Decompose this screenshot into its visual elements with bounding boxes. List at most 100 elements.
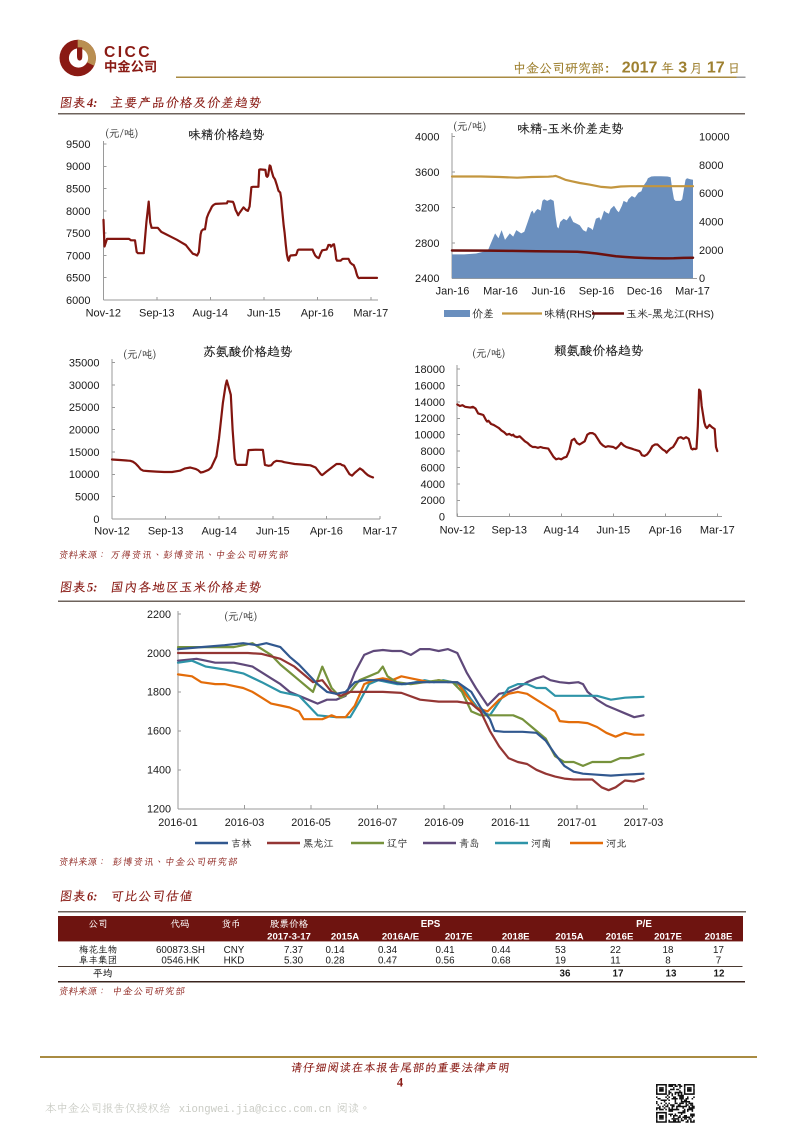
svg-text:25000: 25000 [69, 402, 100, 414]
svg-text:7: 7 [716, 955, 721, 966]
svg-text:18000: 18000 [414, 364, 445, 376]
svg-text:2400: 2400 [415, 273, 439, 285]
svg-text:13: 13 [666, 969, 677, 980]
svg-text:6500: 6500 [66, 273, 90, 285]
svg-text:Aug-14: Aug-14 [201, 526, 236, 538]
svg-text:0.68: 0.68 [491, 955, 511, 966]
svg-text:2018E: 2018E [705, 931, 733, 942]
svg-text:20000: 20000 [69, 424, 100, 436]
svg-text:Jun-15: Jun-15 [596, 525, 630, 537]
svg-text:4000: 4000 [421, 479, 445, 491]
svg-text:8000: 8000 [66, 206, 90, 218]
svg-text:2016-01: 2016-01 [158, 817, 198, 829]
svg-text:0.41: 0.41 [435, 945, 454, 956]
svg-text:2017E: 2017E [445, 931, 473, 942]
svg-text:2016-09: 2016-09 [424, 817, 464, 829]
svg-text:0.47: 0.47 [378, 955, 397, 966]
svg-text:22: 22 [610, 945, 621, 956]
svg-text:Sep-13: Sep-13 [139, 308, 174, 320]
svg-text:2017: 2017 [622, 60, 658, 77]
svg-text:2016A/E: 2016A/E [382, 931, 420, 942]
svg-text:Jan-16: Jan-16 [436, 286, 470, 298]
svg-text:0.34: 0.34 [378, 945, 398, 956]
svg-text:4:: 4: [86, 96, 97, 110]
svg-text:Nov-12: Nov-12 [86, 308, 121, 320]
svg-text:53: 53 [555, 945, 566, 956]
svg-text:2017E: 2017E [654, 931, 682, 942]
svg-text:Aug-14: Aug-14 [193, 308, 228, 320]
svg-text:3: 3 [678, 60, 687, 77]
svg-text:10000: 10000 [414, 430, 445, 442]
svg-text:Nov-12: Nov-12 [440, 525, 475, 537]
svg-text:0: 0 [93, 514, 99, 526]
svg-text:35000: 35000 [69, 358, 100, 370]
svg-text:2800: 2800 [415, 238, 439, 250]
svg-text:0: 0 [439, 512, 445, 524]
svg-text:Apr-16: Apr-16 [301, 308, 334, 320]
svg-text:2200: 2200 [147, 609, 171, 621]
svg-text:8000: 8000 [421, 446, 445, 458]
svg-text:CICC: CICC [104, 44, 152, 61]
svg-text:Mar-17: Mar-17 [700, 525, 735, 537]
svg-text:0.14: 0.14 [325, 945, 345, 956]
svg-text:Mar-17: Mar-17 [353, 308, 388, 320]
svg-text:16000: 16000 [414, 380, 445, 392]
svg-text:1800: 1800 [147, 687, 171, 699]
svg-text:12: 12 [714, 969, 725, 980]
svg-text:Jun-16: Jun-16 [532, 286, 566, 298]
svg-text:0546.HK: 0546.HK [161, 955, 200, 966]
svg-text:Mar-17: Mar-17 [363, 526, 398, 538]
svg-text:14000: 14000 [414, 397, 445, 409]
svg-text:2000: 2000 [421, 495, 445, 507]
svg-text:2017-01: 2017-01 [557, 817, 597, 829]
svg-text:Mar-17: Mar-17 [675, 286, 710, 298]
svg-text:0: 0 [699, 273, 705, 285]
svg-text:(RHS): (RHS) [566, 309, 595, 321]
svg-text:Mar-16: Mar-16 [483, 286, 518, 298]
svg-text:10000: 10000 [69, 469, 100, 481]
svg-text:9000: 9000 [66, 161, 90, 173]
svg-text:2017-3-17: 2017-3-17 [267, 931, 311, 942]
svg-text:2018E: 2018E [502, 931, 530, 942]
svg-text:10000: 10000 [699, 132, 730, 144]
svg-text:1400: 1400 [147, 765, 171, 777]
svg-text:1200: 1200 [147, 804, 171, 816]
svg-text:4000: 4000 [415, 132, 439, 144]
svg-text:2016E: 2016E [606, 931, 634, 942]
svg-text:36: 36 [560, 969, 571, 980]
svg-text:8000: 8000 [699, 160, 723, 172]
svg-text:3200: 3200 [415, 202, 439, 214]
svg-text:2015A: 2015A [331, 931, 359, 942]
svg-text:2015A: 2015A [555, 931, 583, 942]
svg-text:7500: 7500 [66, 228, 90, 240]
svg-text:2016-05: 2016-05 [291, 817, 331, 829]
svg-text::: : [605, 61, 609, 76]
svg-text:Aug-14: Aug-14 [544, 525, 579, 537]
svg-text:Sep-13: Sep-13 [148, 526, 183, 538]
svg-text:4000: 4000 [699, 217, 723, 229]
svg-text:19: 19 [555, 955, 566, 966]
svg-text:2016-03: 2016-03 [225, 817, 265, 829]
svg-text:Jun-15: Jun-15 [247, 308, 281, 320]
svg-text:xiongwei.jia@cicc.com.cn: xiongwei.jia@cicc.com.cn [179, 1104, 332, 1116]
svg-text:HKD: HKD [224, 955, 245, 966]
svg-text:6000: 6000 [66, 295, 90, 307]
svg-text:18: 18 [663, 945, 674, 956]
svg-text:600873.SH: 600873.SH [156, 945, 205, 956]
svg-text:15000: 15000 [69, 447, 100, 459]
svg-text:4: 4 [397, 1076, 404, 1090]
svg-text:8500: 8500 [66, 183, 90, 195]
svg-text:6:: 6: [87, 890, 97, 904]
svg-text:6000: 6000 [699, 188, 723, 200]
svg-text:7.37: 7.37 [284, 945, 303, 956]
svg-text:2017-03: 2017-03 [624, 817, 664, 829]
svg-text:0.28: 0.28 [325, 955, 345, 966]
svg-text:5000: 5000 [75, 491, 99, 503]
svg-text:6000: 6000 [421, 462, 445, 474]
svg-text:17: 17 [707, 60, 725, 77]
svg-text:CNY: CNY [224, 945, 245, 956]
svg-text:5.30: 5.30 [284, 955, 304, 966]
svg-text:0.56: 0.56 [435, 955, 455, 966]
svg-text:Sep-13: Sep-13 [492, 525, 527, 537]
svg-text:11: 11 [610, 955, 620, 966]
